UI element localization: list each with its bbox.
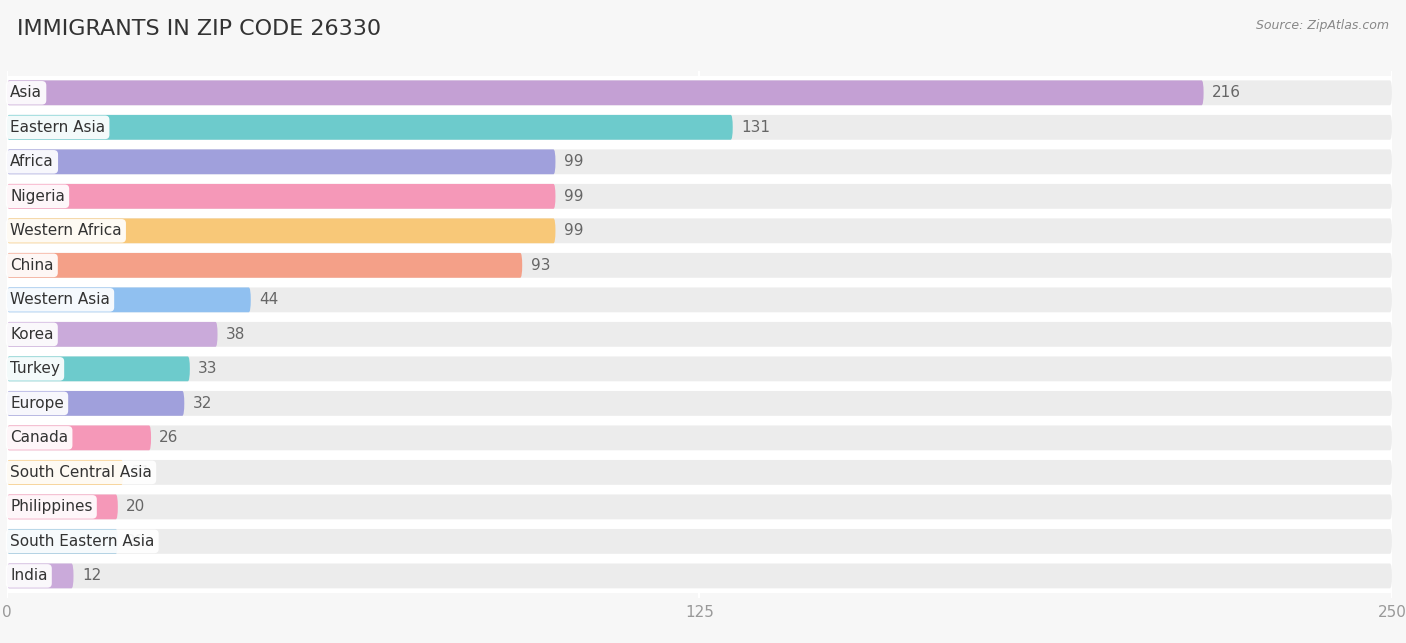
- FancyBboxPatch shape: [7, 184, 1392, 209]
- FancyBboxPatch shape: [7, 386, 1392, 421]
- Text: 21: 21: [132, 465, 150, 480]
- FancyBboxPatch shape: [7, 184, 555, 209]
- Text: 38: 38: [226, 327, 245, 342]
- FancyBboxPatch shape: [7, 80, 1204, 105]
- Text: 93: 93: [530, 258, 550, 273]
- FancyBboxPatch shape: [7, 489, 1392, 524]
- Text: Western Africa: Western Africa: [10, 223, 122, 239]
- FancyBboxPatch shape: [7, 494, 1392, 520]
- Text: Korea: Korea: [10, 327, 53, 342]
- Circle shape: [7, 430, 10, 446]
- Text: 99: 99: [564, 154, 583, 169]
- Circle shape: [7, 223, 10, 239]
- Text: 26: 26: [159, 430, 179, 446]
- Text: South Central Asia: South Central Asia: [10, 465, 152, 480]
- Circle shape: [7, 154, 10, 169]
- Circle shape: [7, 465, 10, 480]
- Circle shape: [7, 120, 10, 135]
- FancyBboxPatch shape: [7, 322, 218, 347]
- FancyBboxPatch shape: [7, 253, 522, 278]
- FancyBboxPatch shape: [7, 149, 555, 174]
- Text: Africa: Africa: [10, 154, 53, 169]
- Text: China: China: [10, 258, 53, 273]
- Circle shape: [7, 534, 10, 549]
- Text: 12: 12: [82, 568, 101, 583]
- Text: 131: 131: [741, 120, 770, 135]
- FancyBboxPatch shape: [7, 529, 118, 554]
- FancyBboxPatch shape: [7, 356, 1392, 381]
- Text: Europe: Europe: [10, 396, 63, 411]
- FancyBboxPatch shape: [7, 426, 150, 450]
- Text: 32: 32: [193, 396, 212, 411]
- FancyBboxPatch shape: [7, 219, 555, 243]
- Text: India: India: [10, 568, 48, 583]
- Circle shape: [7, 568, 10, 583]
- FancyBboxPatch shape: [7, 287, 1392, 312]
- Text: 216: 216: [1212, 86, 1241, 100]
- FancyBboxPatch shape: [7, 391, 1392, 416]
- FancyBboxPatch shape: [7, 352, 1392, 386]
- FancyBboxPatch shape: [7, 317, 1392, 352]
- FancyBboxPatch shape: [7, 524, 1392, 559]
- FancyBboxPatch shape: [7, 115, 1392, 140]
- FancyBboxPatch shape: [7, 559, 1392, 593]
- FancyBboxPatch shape: [7, 287, 250, 312]
- FancyBboxPatch shape: [7, 460, 124, 485]
- Circle shape: [7, 500, 10, 514]
- FancyBboxPatch shape: [7, 356, 190, 381]
- FancyBboxPatch shape: [7, 529, 1392, 554]
- FancyBboxPatch shape: [7, 283, 1392, 317]
- Text: 20: 20: [127, 500, 145, 514]
- FancyBboxPatch shape: [7, 563, 73, 588]
- Text: IMMIGRANTS IN ZIP CODE 26330: IMMIGRANTS IN ZIP CODE 26330: [17, 19, 381, 39]
- Text: Source: ZipAtlas.com: Source: ZipAtlas.com: [1256, 19, 1389, 32]
- Circle shape: [7, 86, 10, 100]
- Circle shape: [7, 258, 10, 273]
- Text: South Eastern Asia: South Eastern Asia: [10, 534, 155, 549]
- FancyBboxPatch shape: [7, 248, 1392, 283]
- Text: Eastern Asia: Eastern Asia: [10, 120, 105, 135]
- FancyBboxPatch shape: [7, 322, 1392, 347]
- FancyBboxPatch shape: [7, 80, 1392, 105]
- FancyBboxPatch shape: [7, 391, 184, 416]
- FancyBboxPatch shape: [7, 219, 1392, 243]
- Text: Philippines: Philippines: [10, 500, 93, 514]
- Text: Western Asia: Western Asia: [10, 293, 110, 307]
- Text: 20: 20: [127, 534, 145, 549]
- FancyBboxPatch shape: [7, 426, 1392, 450]
- Text: 99: 99: [564, 189, 583, 204]
- Text: 44: 44: [259, 293, 278, 307]
- Circle shape: [7, 293, 10, 307]
- Circle shape: [7, 327, 10, 342]
- FancyBboxPatch shape: [7, 253, 1392, 278]
- Text: 33: 33: [198, 361, 218, 376]
- Circle shape: [7, 396, 10, 411]
- FancyBboxPatch shape: [7, 115, 733, 140]
- Circle shape: [7, 361, 10, 376]
- FancyBboxPatch shape: [7, 213, 1392, 248]
- Text: Canada: Canada: [10, 430, 67, 446]
- Text: Asia: Asia: [10, 86, 42, 100]
- FancyBboxPatch shape: [7, 149, 1392, 174]
- FancyBboxPatch shape: [7, 110, 1392, 145]
- Text: Turkey: Turkey: [10, 361, 60, 376]
- FancyBboxPatch shape: [7, 563, 1392, 588]
- FancyBboxPatch shape: [7, 455, 1392, 489]
- Text: Nigeria: Nigeria: [10, 189, 65, 204]
- Circle shape: [7, 189, 10, 204]
- FancyBboxPatch shape: [7, 179, 1392, 213]
- FancyBboxPatch shape: [7, 460, 1392, 485]
- FancyBboxPatch shape: [7, 494, 118, 520]
- FancyBboxPatch shape: [7, 76, 1392, 110]
- FancyBboxPatch shape: [7, 421, 1392, 455]
- FancyBboxPatch shape: [7, 145, 1392, 179]
- Text: 99: 99: [564, 223, 583, 239]
